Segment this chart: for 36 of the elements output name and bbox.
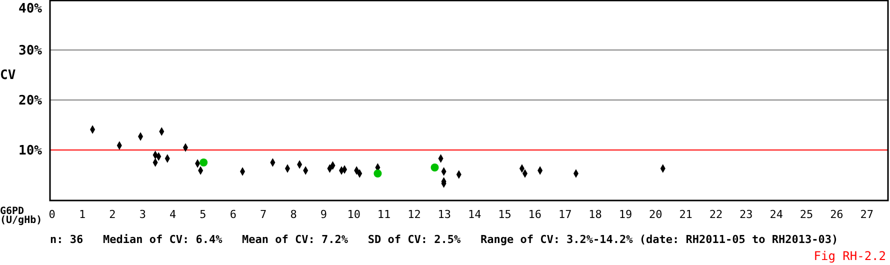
x-tick-label: 16 [528, 208, 542, 221]
x-tick-label: 4 [170, 208, 177, 221]
x-tick-label: 1 [78, 208, 86, 221]
x-tick-label: 7 [260, 208, 267, 221]
x-tick-label: 13 [438, 208, 452, 221]
x-tick-label: 19 [618, 208, 632, 221]
x-tick-label: 22 [709, 208, 723, 221]
x-tick-label: 23 [740, 208, 753, 221]
x-tick-label: 27 [860, 208, 874, 221]
x-tick-label: 2 [109, 208, 116, 221]
x-tick-label: 12 [408, 208, 421, 221]
x-tick-label: 25 [800, 208, 814, 221]
x-tick-label: 21 [679, 208, 692, 221]
text: Fig RH-2.2 [814, 249, 886, 263]
x-tick-label: 18 [588, 208, 602, 221]
x-tick-label: 0 [48, 208, 56, 221]
x-tick-label: 17 [558, 208, 572, 221]
x-tick-label: 6 [230, 208, 236, 221]
x-tick-label: 24 [770, 208, 784, 221]
x-tick-label: 26 [830, 208, 844, 221]
x-axis-title: G6PD (U/gHb) [0, 206, 42, 226]
y-tick-label: 20% [18, 94, 42, 109]
x-tick-label: 14 [468, 208, 482, 221]
y-tick-label: 30% [18, 44, 42, 59]
x-tick-label: 10 [347, 208, 360, 221]
x-tick-label: 9 [320, 208, 328, 221]
x-tick-label: 15 [498, 208, 512, 221]
text: n: 36 Median of CV: 6.4% Mean of CV: 7.2% SD of CV: 2.5% Range of CV: 3.2%-14.2% (date: RH2011-05 to RH2013-03) [50, 233, 838, 246]
x-tick-label: 20 [649, 208, 662, 221]
x-tick-label: 5 [200, 208, 206, 221]
x-tick-label: 11 [377, 208, 391, 221]
x-tick-label: 8 [290, 208, 297, 221]
y-tick-label: 40% [18, 2, 42, 17]
y-tick-label: 10% [18, 144, 42, 159]
y-axis-title: CV [0, 68, 16, 83]
x-tick-label: 3 [139, 208, 146, 221]
